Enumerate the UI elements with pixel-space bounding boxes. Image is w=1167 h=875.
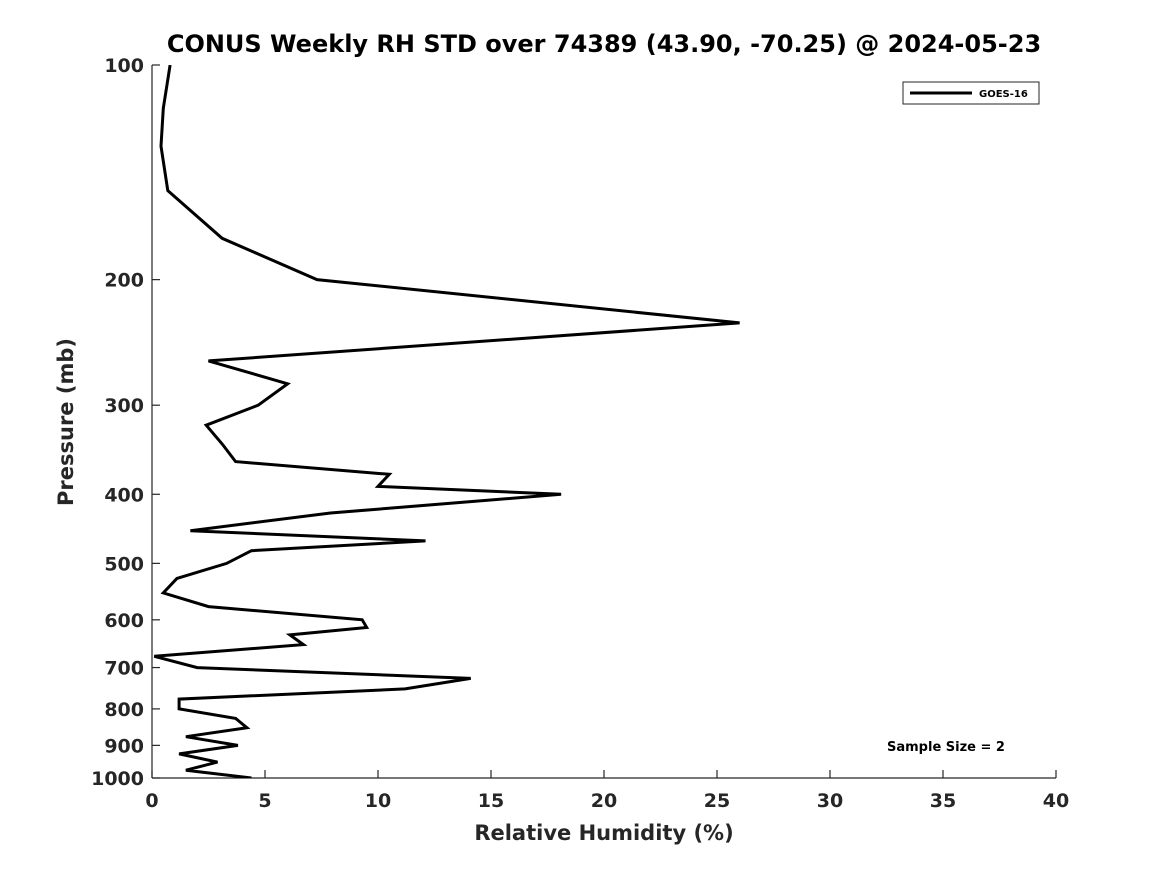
x-tick-label: 0 (145, 790, 158, 812)
series-layer (153, 65, 740, 778)
y-tick-label: 1000 (91, 768, 144, 790)
y-tick-label: 200 (104, 270, 144, 292)
legend-label-goes-16: GOES-16 (979, 89, 1028, 100)
x-tick-label: 30 (817, 790, 843, 812)
y-tick-label: 100 (104, 55, 144, 77)
chart-title: CONUS Weekly RH STD over 74389 (43.90, -… (167, 30, 1041, 58)
y-axis-ticks: 100 200 300 400 500 600 700 800 900 1000 (91, 55, 160, 790)
y-tick-label: 900 (104, 735, 144, 757)
x-tick-label: 5 (258, 790, 271, 812)
y-axis-label: Pressure (mb) (54, 338, 78, 506)
series-line-goes-16 (153, 65, 740, 778)
legend: GOES-16 (902, 81, 1040, 105)
y-tick-label: 300 (104, 395, 144, 417)
x-axis-label: Relative Humidity (%) (474, 821, 733, 845)
y-tick-label: 600 (104, 610, 144, 632)
y-tick-label: 800 (104, 699, 144, 721)
x-tick-label: 20 (591, 790, 617, 812)
x-axis-ticks: 0 5 10 15 20 25 30 35 40 (145, 770, 1069, 812)
x-tick-label: 35 (930, 790, 956, 812)
y-tick-label: 700 (104, 658, 144, 680)
x-tick-label: 25 (704, 790, 730, 812)
y-tick-label: 500 (104, 553, 144, 575)
x-tick-label: 15 (478, 790, 504, 812)
x-tick-label: 10 (365, 790, 391, 812)
sample-size-annotation: Sample Size = 2 (887, 740, 1005, 755)
y-tick-label: 400 (104, 484, 144, 506)
x-tick-label: 40 (1043, 790, 1069, 812)
